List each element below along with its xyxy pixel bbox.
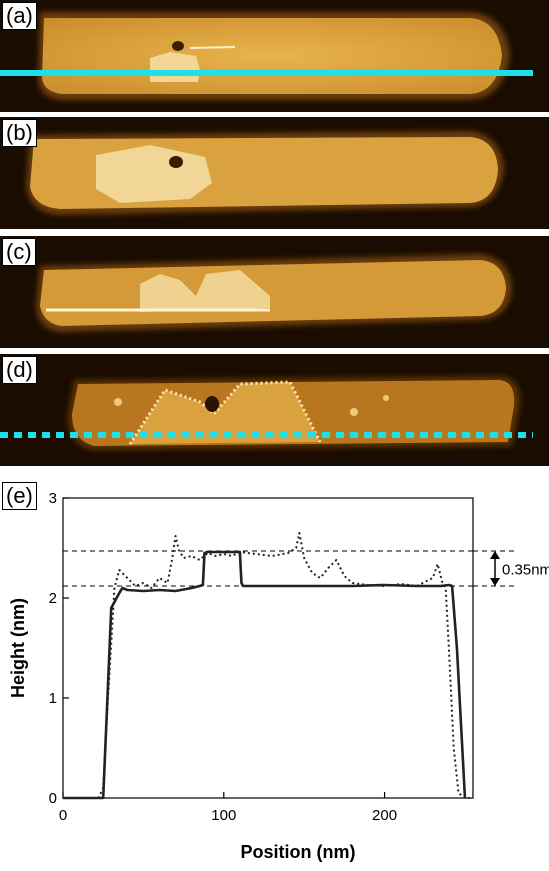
- y-tick-label-1: 1: [49, 690, 57, 707]
- y-tick-label-2: 2: [49, 590, 57, 607]
- x-tick-label-100: 100: [211, 807, 236, 824]
- panel-label-b: (b): [2, 119, 37, 147]
- afm-panel-b: (b): [0, 117, 549, 229]
- step-annotation: 0.35nm: [502, 562, 549, 579]
- plot-frame: [62, 497, 474, 799]
- panel-label-c: (c): [2, 238, 36, 266]
- height-profile-chart: 0 100 200 0 1 2 3 0.35nm Position (nm) Height (nm…: [8, 490, 549, 862]
- x-tick-label-0: 0: [59, 807, 67, 824]
- y-axis-label: Height (nm): [8, 598, 28, 698]
- series-line-dotted: [63, 532, 470, 799]
- y-tick-label-0: 0: [49, 790, 57, 807]
- panel-label-a: (a): [2, 2, 37, 30]
- afm-panel-d: (d): [0, 354, 549, 466]
- cut-line-a: [0, 70, 533, 76]
- afm-image-a: [0, 0, 549, 112]
- afm-image-d: [0, 354, 549, 466]
- afm-panel-a: (a): [0, 0, 549, 112]
- step-arrow-head-up: [490, 551, 500, 559]
- afm-image-b: [0, 117, 549, 229]
- series-line-solid: [63, 550, 467, 800]
- y-tick-label-3: 3: [49, 490, 57, 507]
- afm-image-c: [0, 236, 549, 348]
- panel-label-e: (e): [2, 482, 37, 510]
- afm-panel-c: (c): [0, 236, 549, 348]
- x-axis-label: Position (nm): [241, 842, 356, 862]
- panel-label-d: (d): [2, 356, 37, 384]
- step-arrow-head-down: [490, 578, 500, 586]
- x-tick-label-200: 200: [372, 807, 397, 824]
